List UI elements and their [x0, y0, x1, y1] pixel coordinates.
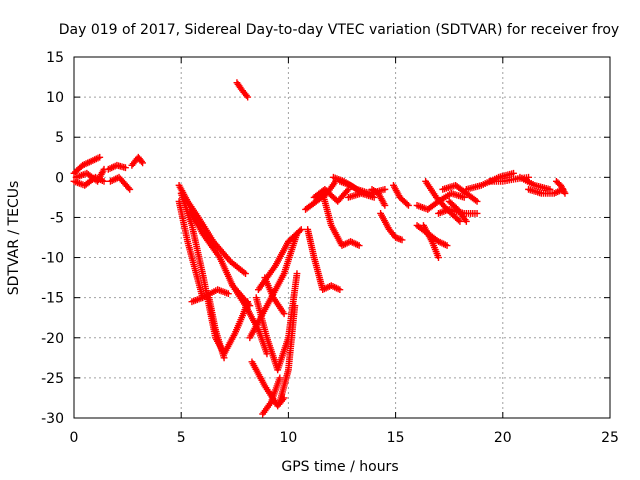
data-point	[122, 164, 129, 172]
series-track-17	[259, 374, 284, 418]
y-tick-label: 15	[46, 50, 64, 66]
data-point	[297, 226, 305, 233]
data-point	[473, 198, 481, 205]
data-point	[398, 236, 406, 244]
data-point	[561, 189, 569, 197]
y-axis-label: SDTVAR / TECUs	[6, 181, 22, 296]
series-track-33	[413, 189, 468, 213]
series-track-25	[310, 185, 352, 205]
series-track-39	[445, 198, 470, 225]
data-point	[462, 218, 470, 225]
x-tick-label: 5	[177, 430, 186, 446]
series-track-44	[553, 177, 569, 197]
data-point	[242, 270, 249, 277]
series-track-31	[377, 210, 406, 244]
x-tick-label: 0	[70, 430, 79, 446]
series-track-04	[104, 161, 129, 173]
data-point	[336, 286, 344, 294]
x-tick-label: 20	[494, 430, 512, 446]
data-point	[370, 193, 378, 201]
series-track-05	[107, 173, 134, 193]
data-point	[280, 310, 288, 318]
series-track-06	[128, 153, 147, 169]
data-point	[296, 227, 304, 235]
data-point	[455, 216, 462, 224]
plot-frame	[73, 56, 611, 419]
series-track-03	[72, 165, 108, 185]
y-tick-label: 10	[46, 90, 64, 106]
y-tick-label: -15	[41, 291, 64, 307]
x-axis-label: GPS time / hours	[281, 459, 398, 475]
axis-ticks	[73, 56, 611, 419]
series-track-09	[177, 189, 228, 358]
data-point	[435, 254, 442, 261]
series-track-38	[439, 181, 481, 205]
y-tick-label: -30	[41, 411, 64, 427]
series-track-01	[70, 153, 104, 177]
data-point	[138, 158, 145, 165]
series-track-43	[525, 185, 567, 197]
x-tick-label: 25	[601, 430, 619, 446]
data-point	[139, 159, 147, 167]
data-point	[443, 242, 451, 249]
y-tick-label: -25	[41, 371, 64, 387]
series-track-23	[304, 226, 344, 294]
data-point	[291, 302, 299, 310]
data-point	[473, 210, 481, 217]
series-track-21	[276, 302, 299, 406]
data-point	[510, 169, 517, 177]
series-track-10	[175, 198, 207, 302]
data-point	[343, 187, 351, 195]
series-track-32	[390, 181, 412, 209]
data-point	[276, 374, 284, 382]
series-track-12	[188, 286, 232, 306]
y-tick-label: 5	[55, 130, 64, 146]
data-point	[244, 93, 252, 101]
y-tick-label: -20	[41, 331, 64, 347]
data-point	[125, 184, 132, 192]
chart-title: Day 019 of 2017, Sidereal Day-to-day VTE…	[59, 22, 619, 38]
series-track-26	[319, 189, 363, 249]
y-tick-labels: -30 -25 -20 -15 -10 -5 0 5 10 15	[41, 50, 64, 427]
y-tick-label: 0	[55, 170, 64, 186]
data-point	[96, 153, 104, 161]
series-track-40	[462, 169, 517, 193]
series-track-22	[261, 274, 288, 318]
data-point	[456, 218, 464, 225]
data-point	[381, 185, 389, 193]
y-tick-label: -10	[41, 251, 64, 267]
grid	[74, 57, 610, 418]
series-track-29	[345, 189, 378, 201]
series-track-30	[368, 185, 389, 209]
data-point	[472, 196, 479, 204]
data-point	[224, 290, 232, 298]
data-point	[293, 270, 301, 277]
x-tick-label: 10	[279, 430, 297, 446]
data-point	[403, 200, 411, 208]
series-track-07	[233, 79, 252, 101]
data-point	[126, 185, 134, 193]
data-point	[381, 202, 389, 209]
y-tick-label: -5	[50, 210, 64, 226]
x-tick-labels: 0 5 10 15 20 25	[70, 430, 619, 446]
series-track-36	[420, 222, 442, 261]
data-point	[355, 242, 363, 249]
data-point	[100, 177, 108, 185]
series-track-15	[229, 282, 271, 358]
data-marks	[70, 79, 569, 418]
data-point	[405, 202, 412, 209]
x-tick-label: 15	[387, 430, 405, 446]
